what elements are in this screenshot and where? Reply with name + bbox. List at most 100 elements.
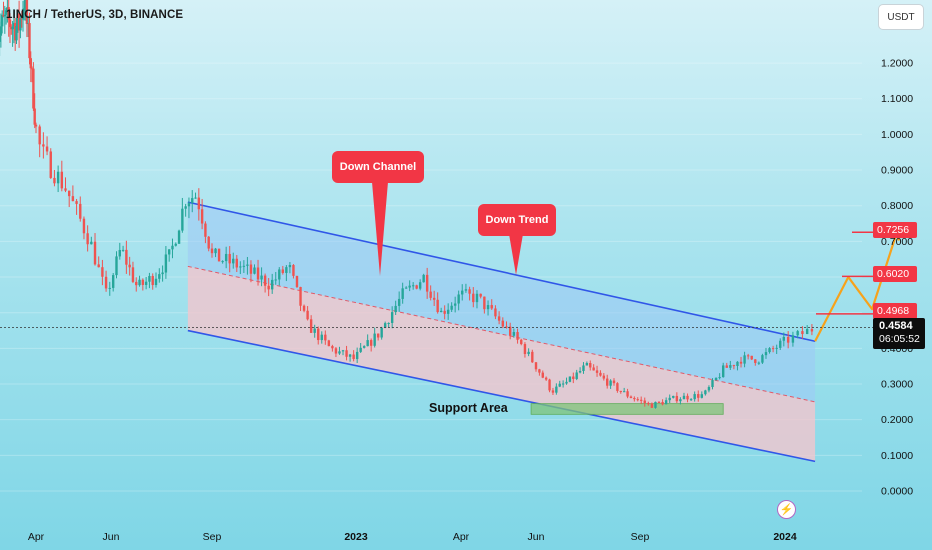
candle-body (682, 395, 686, 400)
candle-body (67, 190, 71, 197)
candle-body (49, 151, 52, 178)
candle-body (512, 332, 516, 336)
candle-body (501, 320, 505, 327)
candle-body (805, 329, 809, 335)
candle-body (612, 380, 616, 384)
candle-body (8, 19, 12, 28)
candle-body (53, 177, 56, 184)
candle-body (306, 310, 309, 320)
down-channel-label: Down Channel (332, 151, 424, 183)
lightning-icon[interactable]: ⚡ (777, 500, 796, 519)
candle-body (786, 336, 790, 343)
candle-body (775, 347, 778, 349)
candle-body (14, 22, 17, 41)
candle-body (408, 285, 411, 288)
candle-body (801, 331, 804, 335)
candle-body (686, 395, 689, 400)
candle-body (197, 197, 201, 210)
candle-body (30, 68, 34, 70)
candle-body (28, 23, 31, 59)
x-tick-label: Apr (28, 531, 45, 543)
candle-body (207, 236, 210, 249)
candle-body (42, 144, 45, 147)
candle-body (616, 383, 619, 391)
candle-body (355, 351, 359, 360)
candle-body (704, 390, 707, 395)
target-price-label-2: 0.6020 (873, 266, 917, 282)
candle-body (373, 333, 376, 346)
candle-body (595, 370, 599, 373)
candle-body (425, 274, 429, 292)
candle-body (348, 354, 352, 357)
candle-body (523, 344, 527, 355)
x-tick-label: Jun (528, 531, 545, 543)
candle-body (239, 266, 242, 268)
candle-body (693, 394, 696, 400)
candle-body (582, 365, 585, 371)
candle-body (341, 350, 345, 352)
candle-body (721, 365, 725, 378)
candle-body (531, 351, 534, 363)
candle-body (151, 275, 154, 286)
candle-body (572, 376, 575, 379)
candle-body (439, 310, 443, 313)
candle-body (260, 275, 263, 280)
candle-body (750, 355, 753, 360)
candle-body (697, 394, 700, 398)
candle-body (171, 245, 174, 250)
candle-body (154, 278, 158, 286)
channel-midline (187, 265, 816, 403)
candle-body (299, 286, 302, 306)
y-tick-label: 1.0000 (881, 129, 913, 141)
candle-body (167, 249, 171, 255)
candle-body (497, 316, 501, 321)
candle-body (548, 379, 551, 391)
candle-body (19, 18, 22, 31)
candle-body (810, 329, 814, 332)
candle-body (221, 261, 224, 263)
candle-body (479, 293, 482, 297)
candle-body (267, 285, 270, 290)
candle-body (768, 348, 771, 353)
candle-body (394, 305, 397, 313)
candle-body (633, 397, 636, 400)
candle-body (707, 387, 711, 391)
candle-body (64, 188, 67, 191)
candle-body (141, 279, 145, 285)
candle-body (324, 334, 327, 341)
candle-body (191, 198, 194, 203)
candle-body (366, 340, 369, 347)
candle-body (711, 380, 714, 388)
candle-body (629, 396, 633, 398)
candle-body (253, 267, 256, 274)
target-price-label-3: 0.4968 (873, 303, 917, 319)
candle-body (647, 403, 650, 405)
candle-body (242, 265, 246, 267)
candle-body (782, 336, 786, 341)
candle-body (128, 264, 131, 268)
candle-body (292, 265, 295, 276)
candle-body (418, 282, 422, 289)
candle-body (12, 22, 16, 27)
candle-body (249, 264, 253, 274)
candle-body (446, 309, 450, 314)
symbol-title: 1INCH / TetherUS, 3D, BINANCE (6, 9, 184, 21)
candle-body (281, 269, 285, 273)
candle-body (235, 258, 238, 268)
currency-button[interactable]: USDT (878, 4, 924, 30)
y-tick-label: 0.0000 (881, 486, 913, 498)
candle-body (464, 289, 468, 291)
candle-body (718, 377, 721, 379)
candle-body (538, 369, 541, 373)
candle-body (578, 370, 582, 373)
candle-body (71, 196, 75, 202)
candle-body (338, 351, 341, 354)
candle-body (729, 365, 732, 368)
candle-body (599, 372, 602, 376)
candle-body (181, 208, 184, 231)
candle-body (461, 290, 464, 295)
candle-body (331, 346, 334, 349)
y-tick-label: 0.9000 (881, 165, 913, 177)
target-price-label-1: 0.7256 (873, 222, 917, 238)
